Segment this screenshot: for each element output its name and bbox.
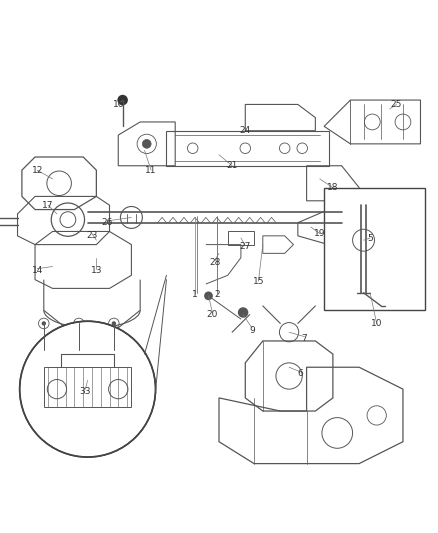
- Text: 25: 25: [391, 100, 402, 109]
- Text: 26: 26: [102, 218, 113, 227]
- Circle shape: [77, 321, 81, 326]
- Circle shape: [112, 321, 116, 326]
- Text: 24: 24: [240, 126, 251, 135]
- Text: 20: 20: [207, 310, 218, 319]
- Text: 14: 14: [32, 266, 43, 276]
- Circle shape: [117, 95, 128, 106]
- Text: 7: 7: [301, 334, 307, 343]
- Text: 19: 19: [314, 229, 325, 238]
- Circle shape: [142, 140, 151, 148]
- Text: 18: 18: [327, 183, 339, 192]
- Text: 5: 5: [367, 233, 373, 243]
- Bar: [324, 188, 425, 310]
- Text: 17: 17: [42, 201, 54, 209]
- Text: 6: 6: [297, 369, 303, 378]
- Text: 1: 1: [192, 290, 198, 300]
- Text: 16: 16: [113, 100, 124, 109]
- Text: 33: 33: [80, 387, 91, 396]
- Bar: [44, 367, 131, 407]
- Text: 11: 11: [145, 166, 157, 175]
- Text: 15: 15: [253, 277, 264, 286]
- Text: 28: 28: [209, 257, 220, 266]
- Text: 9: 9: [249, 326, 255, 335]
- Circle shape: [238, 307, 248, 318]
- Text: 2: 2: [214, 290, 219, 300]
- Text: 12: 12: [32, 166, 43, 175]
- Text: 13: 13: [91, 266, 102, 276]
- Text: 23: 23: [86, 231, 98, 240]
- Text: 21: 21: [226, 161, 238, 170]
- Text: 10: 10: [371, 319, 382, 328]
- Text: 27: 27: [240, 243, 251, 251]
- Circle shape: [42, 321, 46, 326]
- Circle shape: [21, 322, 155, 456]
- Circle shape: [204, 292, 213, 300]
